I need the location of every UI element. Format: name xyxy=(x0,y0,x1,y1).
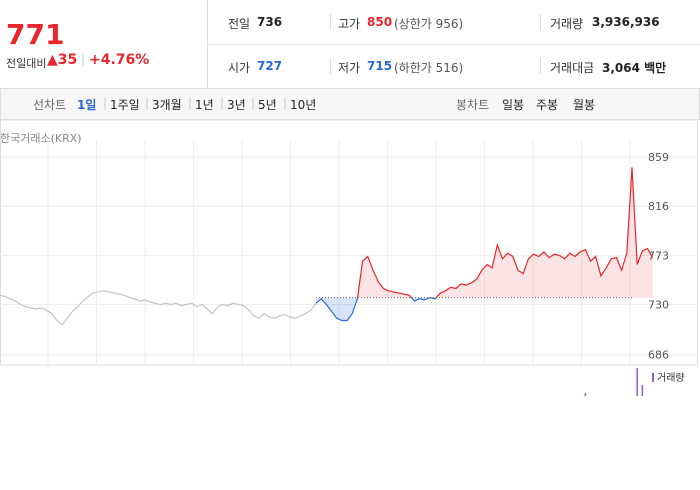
amount-label: 거래대금 xyxy=(550,61,595,75)
change-pct: +4.76% xyxy=(89,52,150,68)
candle-tab[interactable]: 일봉 xyxy=(502,98,525,112)
change-label: 전일대비 xyxy=(6,57,47,70)
volume-bar xyxy=(584,393,587,396)
candle-tab[interactable]: 주봉 xyxy=(536,98,559,112)
tab-label: 선차트 xyxy=(33,98,67,112)
separator: | xyxy=(103,96,108,110)
separator: | xyxy=(81,53,86,67)
volume-label: 거래량 xyxy=(550,17,584,31)
period-tab[interactable]: 1년 xyxy=(195,98,214,112)
volume: 3,936,936 xyxy=(592,15,660,29)
y-tick-label: 686 xyxy=(648,349,669,362)
y-tick-label: 816 xyxy=(648,200,669,213)
col-divider xyxy=(540,58,541,74)
period-tab[interactable]: 1일 xyxy=(77,98,97,112)
volume-bar xyxy=(636,368,638,396)
change: ▲35 xyxy=(47,52,78,68)
tab-label: 봉차트 xyxy=(456,98,490,112)
period-tab[interactable]: 3개월 xyxy=(152,98,182,112)
col-divider xyxy=(330,58,331,74)
y-tick-label: 859 xyxy=(648,151,669,164)
high-label: 고가 xyxy=(338,17,361,31)
high: 850 xyxy=(367,15,393,29)
separator: | xyxy=(188,96,193,110)
volume-bar xyxy=(641,384,644,396)
candle-tab[interactable]: 월봉 xyxy=(573,98,596,112)
price-line-up xyxy=(356,167,654,298)
prev-close: 736 xyxy=(257,15,283,29)
separator: | xyxy=(145,96,150,110)
legend-label: 거래량 xyxy=(657,372,685,384)
low-note: (하한가 516) xyxy=(394,61,464,75)
period-tab[interactable]: 10년 xyxy=(290,98,317,112)
legend-swatch xyxy=(652,373,654,382)
current-price: 771 xyxy=(6,18,65,51)
low: 715 xyxy=(367,59,393,73)
row-divider xyxy=(207,44,700,45)
col-divider xyxy=(330,14,331,30)
prev-close-label: 전일 xyxy=(228,17,251,31)
y-tick-label: 730 xyxy=(648,298,669,311)
source: 한국거래소(KRX) xyxy=(0,132,82,145)
col-divider xyxy=(540,14,541,30)
low-label: 저가 xyxy=(338,61,361,75)
plot-frame xyxy=(0,119,698,366)
y-tick-label: 773 xyxy=(648,249,669,262)
period-tab[interactable]: 5년 xyxy=(258,98,277,112)
area-down xyxy=(316,297,437,321)
separator: | xyxy=(251,96,256,110)
area-up xyxy=(316,167,653,298)
amount: 3,064 백만 xyxy=(602,61,667,75)
period-tab[interactable]: 1주일 xyxy=(110,98,140,112)
open-label: 시가 xyxy=(228,61,251,75)
high-note: (상한가 956) xyxy=(394,17,464,31)
period-tab[interactable]: 3년 xyxy=(227,98,246,112)
open: 727 xyxy=(257,59,283,73)
separator: | xyxy=(283,96,288,110)
price-line xyxy=(0,290,317,326)
separator: | xyxy=(220,96,225,110)
